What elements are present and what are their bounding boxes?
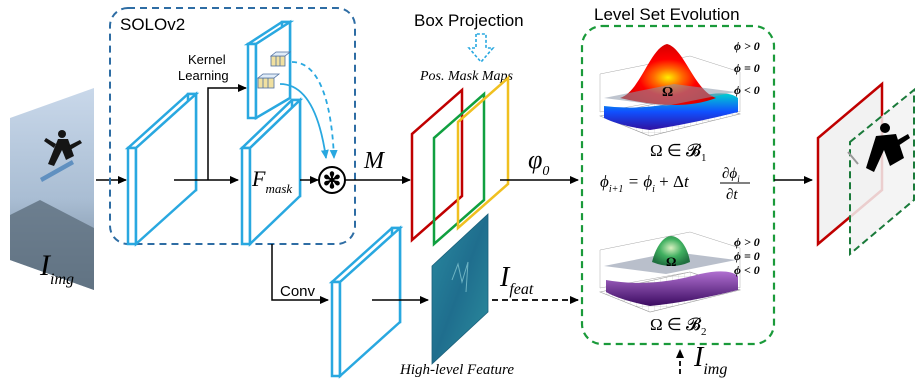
phi-zero-label-2: ϕ = 0 (734, 249, 760, 263)
omega-b1-label: Ω ∈ 𝓑1 (650, 141, 706, 164)
output-mask-green (849, 87, 915, 257)
arrow-backbone-to-kernel (207, 84, 247, 180)
output-snowboarder-mask (847, 123, 910, 172)
phi0-label: φ0 (528, 145, 549, 179)
input-image-label: Iimg (39, 249, 74, 288)
kernel-feature-map (243, 19, 295, 121)
fmask-feature-map (238, 97, 304, 247)
evolution-equation: ϕi+1 = ϕi + Δt ∂ϕi ∂t (600, 166, 750, 203)
high-level-feature-label: High-level Feature (399, 362, 514, 378)
level-set-surface-1 (598, 44, 742, 137)
pos-mask-map-yellow (456, 75, 510, 231)
omega-label-1: Ω (662, 85, 673, 100)
solov2-box (109, 7, 356, 245)
kernel-arrow-dashed (291, 61, 338, 159)
kernel-arrow-solid (279, 83, 329, 159)
phi-neg-label-2: ϕ < 0 (734, 263, 760, 277)
svg-text:∂ϕi: ∂ϕi (722, 166, 740, 184)
conv-label: Conv (280, 283, 316, 300)
solov2-label: SOLOv2 (120, 15, 185, 34)
svg-text:ϕi+1 = ϕi + Δt: ϕi+1 = ϕi + Δt (600, 172, 690, 195)
conv-feature-map (328, 225, 404, 379)
pos-mask-map-red (410, 87, 464, 243)
backbone-feature-map (124, 91, 200, 247)
phi-pos-label-2: ϕ > 0 (734, 235, 760, 249)
snowboarder-figure (40, 130, 82, 182)
phi-pos-label-1: ϕ > 0 (734, 39, 760, 53)
dynamic-conv-symbol: ✻ (323, 168, 341, 193)
kernel-learning-label-1: Kernel (188, 52, 226, 67)
pos-mask-map-green (432, 91, 486, 247)
svg-text:∂t: ∂t (726, 187, 738, 203)
box-projection-label: Box Projection (414, 11, 524, 30)
ifeat-label: Ifeat (499, 262, 534, 298)
level-set-box (580, 24, 776, 346)
box-projection-arrow (467, 33, 495, 64)
pos-mask-maps-label: Pos. Mask Maps (419, 69, 513, 84)
kernel-learning-label-2: Learning (178, 68, 229, 83)
phi-zero-label-1: ϕ = 0 (734, 61, 760, 75)
input-image (10, 88, 94, 290)
phi-neg-label-1: ϕ < 0 (734, 83, 760, 97)
fmask-label: Fmask (251, 166, 292, 196)
omega-label-2: Ω (666, 254, 676, 269)
m-label: M (363, 148, 386, 174)
kernel-cube-1 (269, 51, 292, 67)
iimg-bottom-label: Iimg (693, 342, 727, 378)
arrow-fmask-to-conv (271, 244, 329, 304)
kernel-cube-2 (256, 73, 281, 89)
level-set-surface-2 (598, 231, 742, 313)
high-level-feature-image (431, 213, 489, 365)
level-set-evolution-label: Level Set Evolution (594, 5, 740, 24)
omega-b2-label: Ω ∈ 𝓑2 (650, 315, 706, 338)
